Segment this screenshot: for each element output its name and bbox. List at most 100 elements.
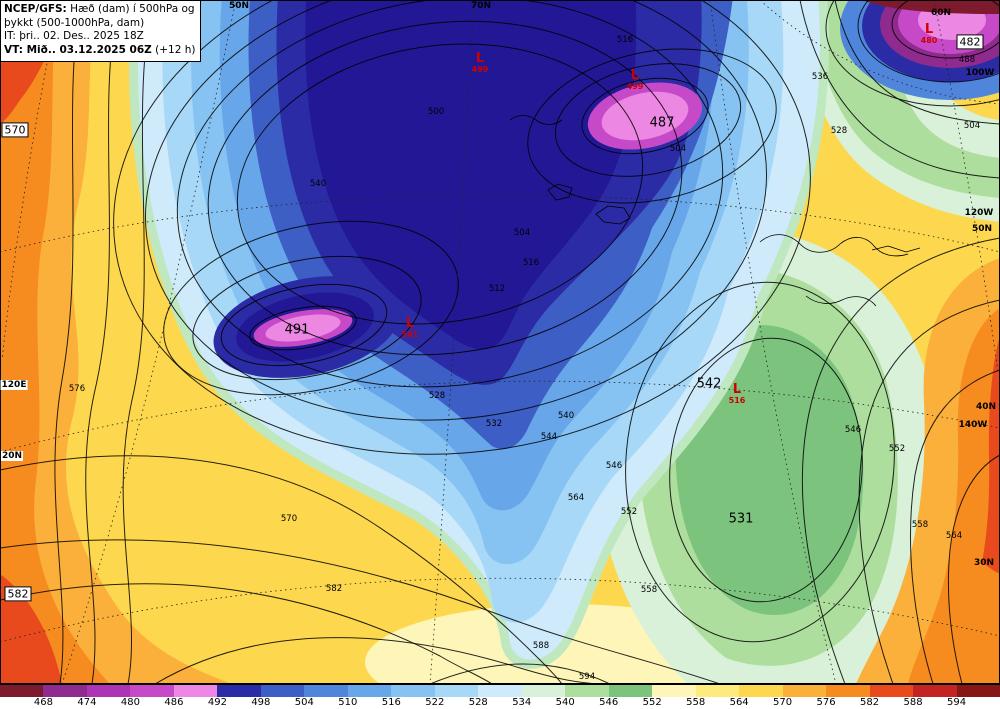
contour-label: 552	[620, 507, 638, 517]
colorbar-swatch	[739, 685, 783, 697]
low-symbol: L	[732, 382, 742, 397]
contour-label: 558	[911, 520, 929, 530]
colorbar-swatch	[86, 685, 131, 697]
contour-label: 516	[522, 258, 540, 268]
colorbar-tick-label: 582	[860, 697, 880, 708]
contour-label: 504	[963, 121, 981, 131]
colorbar-swatch	[565, 685, 609, 697]
map-title-line2: þykkt (500-1000hPa, dam)	[4, 16, 145, 29]
low-value: 499	[471, 65, 489, 74]
map-title-text: Hæð (dam) í 500hPa og	[66, 3, 195, 15]
colorbar-swatch	[826, 685, 870, 697]
contour-label: 558	[640, 585, 658, 595]
contour-label: 564	[945, 531, 963, 541]
low-pressure-marker: L 501	[402, 317, 419, 339]
contour-label: 504	[513, 228, 531, 238]
map-label-layer: 570 582 487 491 542 531 482 L 499 L 499 L 501 L 516 L 48…	[0, 1, 997, 682]
colorbar-tick-label: 558	[686, 697, 706, 708]
contour-label: 504	[669, 144, 687, 154]
colorbar-swatch	[347, 685, 392, 697]
height-label: 582	[4, 586, 32, 602]
low-symbol: L	[630, 68, 640, 83]
colorbar-swatch	[869, 685, 914, 697]
weather-map-canvas	[0, 0, 1000, 684]
contour-label: 576	[68, 384, 86, 394]
contour-label: 582	[325, 584, 343, 594]
low-pressure-marker: L 499	[627, 69, 644, 91]
colorbar-tick-label: 546	[599, 697, 619, 708]
colorbar-tick-label: 534	[512, 697, 532, 708]
thickness-fill-layer	[0, 0, 1000, 684]
height-contour-lines	[0, 0, 1000, 684]
colorbar-swatch	[217, 685, 261, 697]
colorbar-swatch	[130, 685, 174, 697]
low-symbol: L	[475, 51, 485, 66]
graticule-label: 100W	[965, 68, 995, 78]
contour-label: 594	[578, 672, 596, 682]
colorbar-tick-label: 540	[555, 697, 575, 708]
colorbar-swatch	[956, 685, 1000, 697]
contour-label: 588	[532, 641, 550, 651]
colorbar-tick-label: 492	[207, 697, 227, 708]
contour-label: 546	[605, 461, 623, 471]
colorbar-swatch	[434, 685, 479, 697]
graticule-label: 60N	[930, 8, 952, 18]
colorbar-tick-label: 528	[468, 697, 488, 708]
model-name: NCEP/GFS:	[4, 3, 67, 15]
colorbar-swatch	[0, 685, 44, 697]
colorbar-tick-label: 474	[77, 697, 97, 708]
low-pressure-marker: L 516	[729, 383, 746, 405]
height-label: 487	[649, 115, 675, 131]
low-value: 480	[920, 36, 938, 45]
height-label: 482	[956, 34, 984, 50]
colorbar-swatch	[478, 685, 522, 697]
map-title-line1: NCEP/GFS: Hæð (dam) í 500hPa og	[4, 3, 195, 17]
height-label: 542	[696, 376, 722, 392]
thickness-colorbar: 468 474 480 486 492 498 504 510 516 522 528 534 540 5…	[0, 684, 1000, 709]
contour-label: 488	[958, 55, 976, 65]
map-info-box: NCEP/GFS: Hæð (dam) í 500hPa og þykkt (5…	[0, 0, 202, 62]
height-label: 570	[1, 122, 29, 138]
height-label: 491	[284, 322, 310, 338]
colorbar-tick-label: 588	[903, 697, 923, 708]
contour-label: 528	[830, 126, 848, 136]
graticule-label: 140W	[958, 420, 988, 430]
colorbar-tick-label: 552	[642, 697, 662, 708]
colorbar-tick-label: 486	[164, 697, 184, 708]
low-symbol: L	[405, 316, 415, 331]
graticule-label: 120E	[0, 380, 28, 390]
graticule-label: 50N	[228, 1, 250, 11]
contour-label: 532	[485, 419, 503, 429]
contour-label: 546	[844, 425, 862, 435]
graticule-label: 20N	[0, 451, 24, 461]
colorbar-swatch	[304, 685, 348, 697]
colorbar-tick-label: 510	[338, 697, 358, 708]
colorbar-tick-label: 504	[294, 697, 314, 708]
colorbar-tick-label: 522	[425, 697, 445, 708]
colorbar-swatch	[913, 685, 957, 697]
contour-label: 516	[616, 35, 634, 45]
colorbar-tick-label: 594	[946, 697, 967, 708]
colorbar-swatch	[43, 685, 87, 697]
graticule-label: 40N	[975, 402, 997, 412]
height-label: 531	[728, 511, 754, 527]
low-pressure-marker: L 499	[472, 52, 489, 74]
colorbar-swatch	[391, 685, 435, 697]
colorbar-swatch	[782, 685, 827, 697]
low-symbol: L	[924, 22, 934, 37]
colorbar-swatch	[608, 685, 653, 697]
graticule-label: 30N	[973, 558, 995, 568]
colorbar-tick-label: 480	[120, 697, 140, 708]
low-value: 501	[401, 330, 419, 339]
contour-label: 512	[488, 284, 506, 294]
valid-time-bold: VT: Mið.. 03.12.2025 06Z	[4, 43, 152, 56]
graticule-label: 70N	[470, 1, 492, 11]
low-pressure-marker: L 480	[921, 23, 938, 45]
colorbar-swatch	[173, 685, 218, 697]
valid-time-line: VT: Mið.. 03.12.2025 06Z (+12 h)	[4, 44, 195, 58]
low-value: 516	[728, 396, 746, 405]
colorbar-tick-label: 516	[381, 697, 401, 708]
colorbar-swatch	[695, 685, 740, 697]
graticule-label: 120W	[964, 208, 994, 218]
colorbar-swatch	[652, 685, 696, 697]
